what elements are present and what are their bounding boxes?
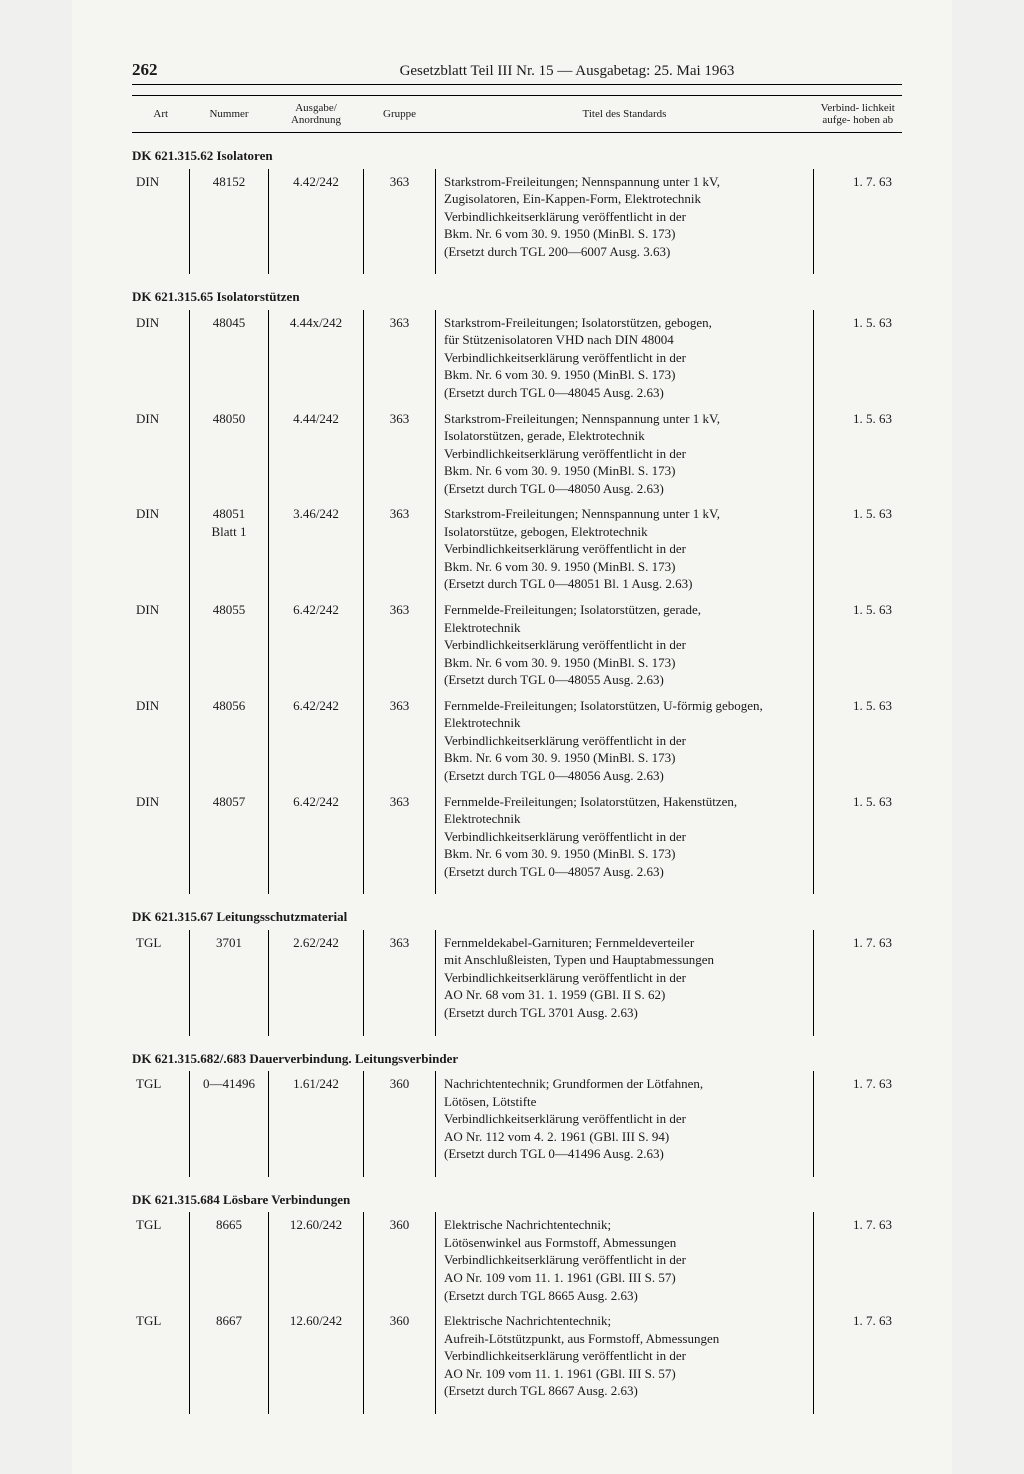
table-body: DK 621.315.62 IsolatorenDIN481524.42/242… — [132, 133, 902, 1414]
cell-gruppe: 363 — [364, 501, 436, 597]
cell-gruppe: 360 — [364, 1212, 436, 1308]
table-row: DIN481524.42/242363Starkstrom-Freileitun… — [132, 169, 902, 275]
standards-table: Art Nummer Ausgabe/ Anordnung Gruppe Tit… — [132, 95, 902, 1414]
cell-gruppe: 360 — [364, 1308, 436, 1414]
cell-date: 1. 5. 63 — [814, 789, 903, 895]
cell-art: DIN — [132, 789, 190, 895]
cell-art: DIN — [132, 501, 190, 597]
cell-titel: Starkstrom-Freileitungen; Nennspannung u… — [436, 406, 814, 502]
cell-titel: Fernmelde-Freileitungen; Isolatorstützen… — [436, 789, 814, 895]
table-row: TGL866712.60/242360Elektrische Nachricht… — [132, 1308, 902, 1414]
section-heading: DK 621.315.684 Lösbare Verbindungen — [132, 1177, 902, 1213]
page-title: Gesetzblatt Teil III Nr. 15 — Ausgabetag… — [232, 63, 902, 80]
cell-nummer: 0—41496 — [190, 1071, 269, 1177]
cell-ausgabe: 6.42/242 — [269, 789, 364, 895]
col-header-nummer: Nummer — [190, 96, 269, 133]
cell-nummer: 48045 — [190, 310, 269, 406]
table-head: Art Nummer Ausgabe/ Anordnung Gruppe Tit… — [132, 96, 902, 133]
cell-titel: Fernmeldekabel-Garnituren; Fernmeldevert… — [436, 930, 814, 1036]
table-row: DIN48051 Blatt 13.46/242363Starkstrom-Fr… — [132, 501, 902, 597]
cell-nummer: 3701 — [190, 930, 269, 1036]
cell-gruppe: 363 — [364, 406, 436, 502]
cell-date: 1. 7. 63 — [814, 1212, 903, 1308]
cell-ausgabe: 1.61/242 — [269, 1071, 364, 1177]
cell-ausgabe: 12.60/242 — [269, 1308, 364, 1414]
cell-nummer: 48055 — [190, 597, 269, 693]
col-header-gruppe: Gruppe — [364, 96, 436, 133]
section-heading: DK 621.315.682/.683 Dauerverbindung. Lei… — [132, 1036, 902, 1072]
cell-gruppe: 363 — [364, 693, 436, 789]
cell-date: 1. 5. 63 — [814, 501, 903, 597]
cell-art: TGL — [132, 1071, 190, 1177]
page-header: 262 Gesetzblatt Teil III Nr. 15 — Ausgab… — [132, 60, 902, 85]
cell-ausgabe: 12.60/242 — [269, 1212, 364, 1308]
cell-titel: Fernmelde-Freileitungen; Isolatorstützen… — [436, 693, 814, 789]
cell-ausgabe: 2.62/242 — [269, 930, 364, 1036]
cell-titel: Nachrichtentechnik; Grundformen der Lötf… — [436, 1071, 814, 1177]
cell-art: DIN — [132, 406, 190, 502]
cell-ausgabe: 6.42/242 — [269, 597, 364, 693]
cell-titel: Fernmelde-Freileitungen; Isolatorstützen… — [436, 597, 814, 693]
cell-nummer: 48057 — [190, 789, 269, 895]
table-row: TGL0—414961.61/242360Nachrichtentechnik;… — [132, 1071, 902, 1177]
cell-nummer: 8667 — [190, 1308, 269, 1414]
cell-gruppe: 360 — [364, 1071, 436, 1177]
cell-date: 1. 7. 63 — [814, 1071, 903, 1177]
table-row: DIN480556.42/242363Fernmelde-Freileitung… — [132, 597, 902, 693]
cell-gruppe: 363 — [364, 789, 436, 895]
cell-date: 1. 7. 63 — [814, 1308, 903, 1414]
cell-ausgabe: 4.44x/242 — [269, 310, 364, 406]
cell-titel: Starkstrom-Freileitungen; Isolatorstütze… — [436, 310, 814, 406]
cell-ausgabe: 3.46/242 — [269, 501, 364, 597]
table-row: TGL37012.62/242363Fernmeldekabel-Garnitu… — [132, 930, 902, 1036]
cell-nummer: 48056 — [190, 693, 269, 789]
col-header-ausgabe: Ausgabe/ Anordnung — [269, 96, 364, 133]
cell-titel: Starkstrom-Freileitungen; Nennspannung u… — [436, 501, 814, 597]
table-row: DIN480504.44/242363Starkstrom-Freileitun… — [132, 406, 902, 502]
col-header-art: Art — [132, 96, 190, 133]
section-heading: DK 621.315.62 Isolatoren — [132, 133, 902, 169]
cell-date: 1. 5. 63 — [814, 597, 903, 693]
table-row: DIN480566.42/242363Fernmelde-Freileitung… — [132, 693, 902, 789]
cell-date: 1. 7. 63 — [814, 169, 903, 275]
cell-nummer: 48051 Blatt 1 — [190, 501, 269, 597]
cell-ausgabe: 6.42/242 — [269, 693, 364, 789]
col-header-verbind: Verbind- lichkeit aufge- hoben ab — [814, 96, 903, 133]
section-heading: DK 621.315.65 Isolatorstützen — [132, 274, 902, 310]
cell-art: DIN — [132, 693, 190, 789]
cell-gruppe: 363 — [364, 930, 436, 1036]
table-row: TGL866512.60/242360Elektrische Nachricht… — [132, 1212, 902, 1308]
cell-gruppe: 363 — [364, 310, 436, 406]
table-row: DIN480454.44x/242363Starkstrom-Freileitu… — [132, 310, 902, 406]
cell-titel: Elektrische Nachrichtentechnik; Lötösenw… — [436, 1212, 814, 1308]
cell-art: TGL — [132, 930, 190, 1036]
cell-date: 1. 5. 63 — [814, 310, 903, 406]
cell-ausgabe: 4.44/242 — [269, 406, 364, 502]
cell-date: 1. 7. 63 — [814, 930, 903, 1036]
table-row: DIN480576.42/242363Fernmelde-Freileitung… — [132, 789, 902, 895]
cell-art: TGL — [132, 1212, 190, 1308]
cell-art: DIN — [132, 169, 190, 275]
page-container: { "page": { "number": "262", "header": "… — [72, 0, 952, 1474]
cell-art: TGL — [132, 1308, 190, 1414]
cell-nummer: 48152 — [190, 169, 269, 275]
cell-nummer: 8665 — [190, 1212, 269, 1308]
cell-gruppe: 363 — [364, 597, 436, 693]
cell-date: 1. 5. 63 — [814, 406, 903, 502]
section-heading: DK 621.315.67 Leitungsschutzmaterial — [132, 894, 902, 930]
cell-titel: Elektrische Nachrichtentechnik; Aufreih-… — [436, 1308, 814, 1414]
page-number: 262 — [132, 60, 232, 80]
cell-nummer: 48050 — [190, 406, 269, 502]
col-header-titel: Titel des Standards — [436, 96, 814, 133]
cell-titel: Starkstrom-Freileitungen; Nennspannung u… — [436, 169, 814, 275]
cell-date: 1. 5. 63 — [814, 693, 903, 789]
cell-art: DIN — [132, 310, 190, 406]
cell-gruppe: 363 — [364, 169, 436, 275]
cell-art: DIN — [132, 597, 190, 693]
cell-ausgabe: 4.42/242 — [269, 169, 364, 275]
